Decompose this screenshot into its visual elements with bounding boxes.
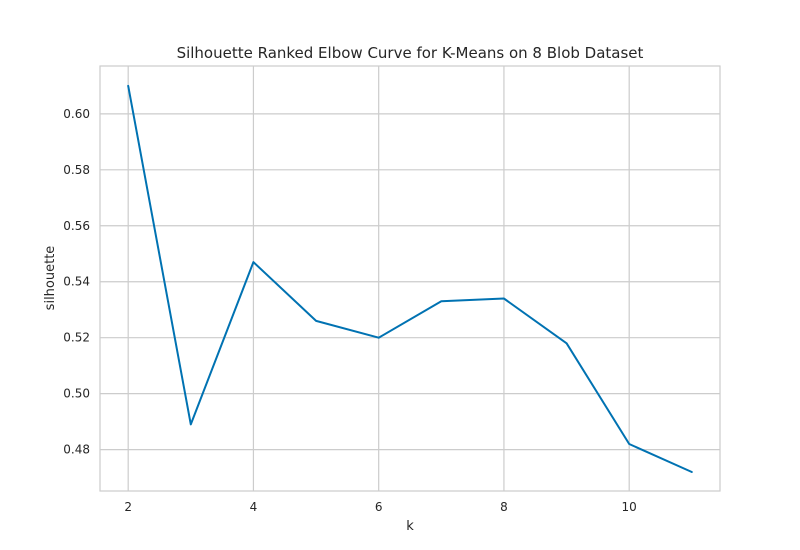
- x-tick-label: 2: [124, 500, 132, 514]
- x-tick-label: 6: [375, 500, 383, 514]
- silhouette-line: [127, 84, 693, 473]
- x-tick-label: 4: [250, 500, 258, 514]
- chart-title: Silhouette Ranked Elbow Curve for K-Mean…: [177, 44, 644, 62]
- y-axis-label: silhouette: [43, 246, 58, 311]
- y-tick-label: 0.52: [63, 331, 90, 345]
- y-tick-label: 0.48: [63, 443, 90, 457]
- series-group: [127, 84, 693, 473]
- y-tick-label: 0.50: [63, 387, 90, 401]
- y-tick-label: 0.58: [63, 163, 90, 177]
- plot-background: [100, 66, 720, 491]
- y-tick-label: 0.60: [63, 107, 90, 121]
- y-tick-label: 0.54: [63, 275, 90, 289]
- x-tick-label: 10: [622, 500, 637, 514]
- y-tick-label: 0.56: [63, 219, 90, 233]
- plot-frame: [99, 65, 721, 492]
- y-tick-labels: 0.48 0.50 0.52 0.54 0.56 0.58 0.60: [63, 107, 90, 457]
- x-tick-label: 8: [500, 500, 508, 514]
- x-tick-labels: 2 4 6 8 10: [124, 500, 636, 514]
- x-axis-label: k: [406, 519, 414, 534]
